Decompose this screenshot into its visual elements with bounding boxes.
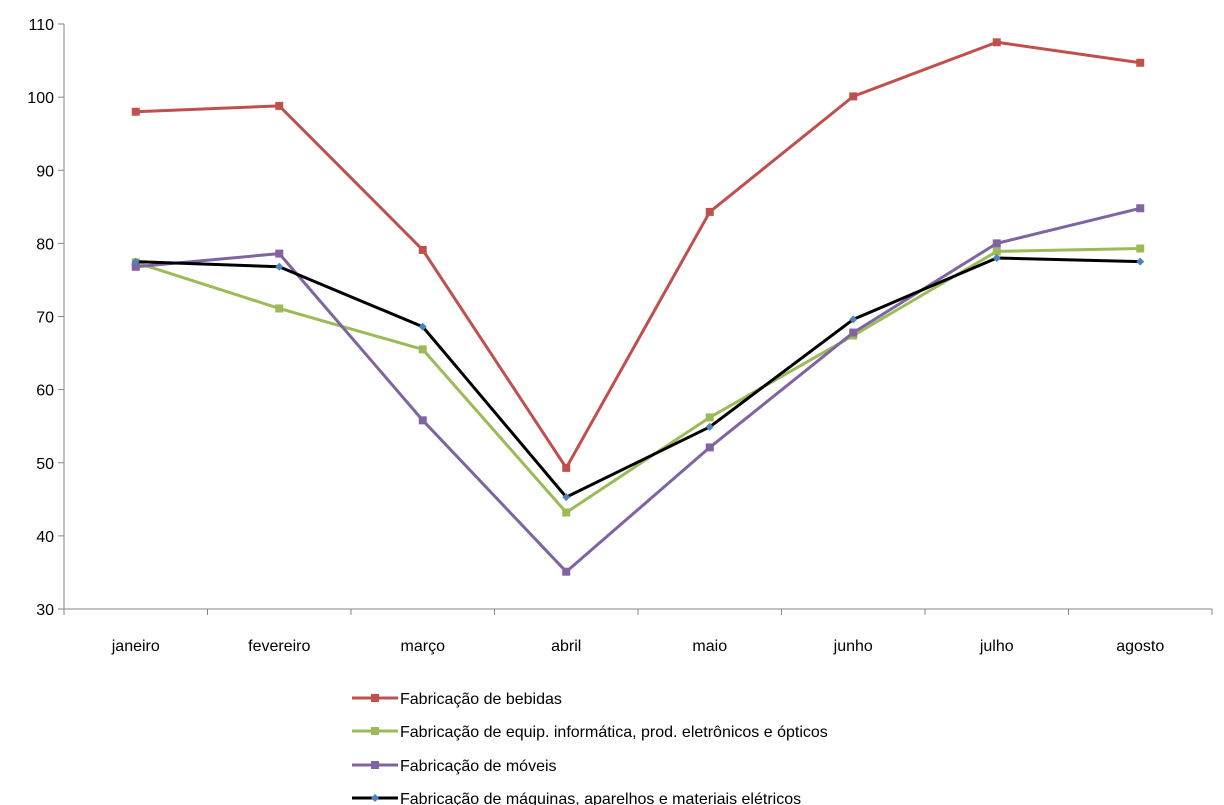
data-point [1136, 257, 1145, 266]
legend-label: Fabricação de máquinas, aparelhos e mate… [400, 791, 801, 805]
data-point [1136, 244, 1145, 253]
y-tick-label: 30 [36, 602, 54, 619]
y-tick-label: 70 [36, 310, 54, 327]
data-point [418, 345, 427, 354]
data-point [562, 463, 571, 472]
data-point [562, 508, 571, 517]
series-line [135, 256, 1141, 499]
data-point [1136, 204, 1145, 213]
data-point [562, 567, 571, 576]
legend-item: Fabricação de máquinas, aparelhos e mate… [352, 791, 801, 805]
data-point [849, 328, 858, 337]
x-tick-label: julho [979, 638, 1014, 655]
legend-swatch-marker [371, 727, 379, 735]
data-point [705, 422, 714, 431]
legend-item: Fabricação de móveis [352, 758, 557, 775]
y-tick-label: 80 [36, 236, 54, 253]
data-point [992, 38, 1001, 47]
data-point [275, 249, 284, 258]
series-4 [131, 254, 1145, 502]
data-point [131, 107, 140, 116]
legend-swatch-marker [371, 761, 379, 769]
x-tick-label: maio [692, 638, 727, 655]
data-point [1136, 58, 1145, 67]
series-line [135, 246, 1141, 514]
legend-item: Fabricação de bebidas [352, 691, 562, 708]
x-tick-label: junho [833, 638, 873, 655]
data-point [418, 416, 427, 425]
legend: Fabricação de bebidas Fabricação de equip… [352, 691, 828, 805]
legend-label: Fabricação de móveis [400, 758, 557, 775]
data-point [992, 254, 1001, 262]
legend-label: Fabricação de equip. informática, prod. … [400, 724, 828, 741]
data-point [418, 245, 427, 254]
data-point [705, 413, 714, 422]
data-point [992, 239, 1001, 248]
y-tick-label: 60 [36, 383, 54, 400]
x-tick-label: fevereiro [248, 638, 310, 655]
data-point [131, 257, 140, 266]
series-group [131, 38, 1145, 576]
series-2 [131, 244, 1145, 517]
x-tick-label: agosto [1116, 638, 1164, 655]
data-point [705, 443, 714, 452]
series-1 [131, 38, 1145, 472]
legend-swatch-marker [371, 794, 379, 802]
x-tick-label: abril [551, 638, 581, 655]
data-point [849, 92, 858, 101]
series-line [135, 40, 1141, 470]
data-point [562, 493, 571, 502]
legend-swatch-marker [371, 694, 379, 702]
data-point [418, 322, 427, 331]
y-tick-label: 100 [27, 90, 54, 107]
y-tick-label: 110 [28, 17, 54, 34]
x-tick-label: março [401, 638, 446, 655]
data-point [275, 304, 284, 313]
legend-item: Fabricação de equip. informática, prod. … [352, 724, 828, 741]
data-point [849, 315, 858, 324]
data-point [992, 247, 1001, 256]
data-point [275, 262, 284, 271]
y-axis-ticks: 30 40 50 60 70 80 90 100 110 [27, 17, 64, 619]
y-tick-label: 40 [36, 529, 54, 546]
data-point [705, 207, 714, 216]
data-point [131, 262, 140, 271]
y-tick-label: 90 [36, 163, 54, 180]
x-tick-label: janeiro [111, 638, 160, 655]
data-point [275, 101, 284, 110]
series-line [135, 206, 1141, 574]
series-3 [131, 204, 1145, 576]
legend-label: Fabricação de bebidas [400, 691, 562, 708]
y-tick-label: 50 [36, 456, 54, 473]
x-axis-ticks: janeiro fevereiro março abril maio junho julho… [63, 609, 1213, 655]
axes [63, 24, 1212, 610]
